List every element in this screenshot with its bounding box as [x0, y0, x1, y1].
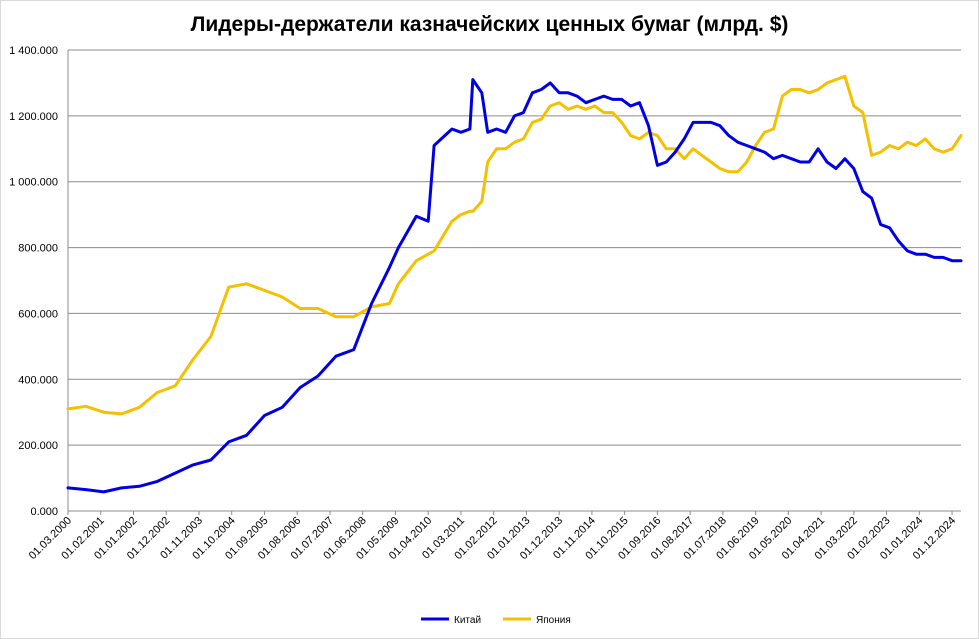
y-tick-label: 200.000 — [18, 440, 58, 452]
legend-label: Япония — [536, 615, 571, 626]
y-tick-label: 800.000 — [18, 243, 58, 255]
y-tick-label: 400.000 — [18, 374, 58, 386]
y-tick-label: 1 000.000 — [9, 177, 58, 189]
y-tick-label: 600.000 — [18, 308, 58, 320]
legend: Китай Япония — [421, 615, 571, 626]
series-line-2 — [66, 74, 963, 416]
y-tick-label: 1 400.000 — [9, 45, 58, 57]
y-tick-label: 1 200.000 — [9, 111, 58, 123]
series-lines — [66, 74, 963, 494]
chart-title: Лидеры-держатели казначейских ценных бум… — [190, 13, 789, 36]
legend-label: Китай — [454, 615, 481, 626]
grid — [68, 49, 961, 446]
y-tick-label: 0.000 — [30, 506, 58, 518]
series-line-1 — [66, 78, 963, 494]
